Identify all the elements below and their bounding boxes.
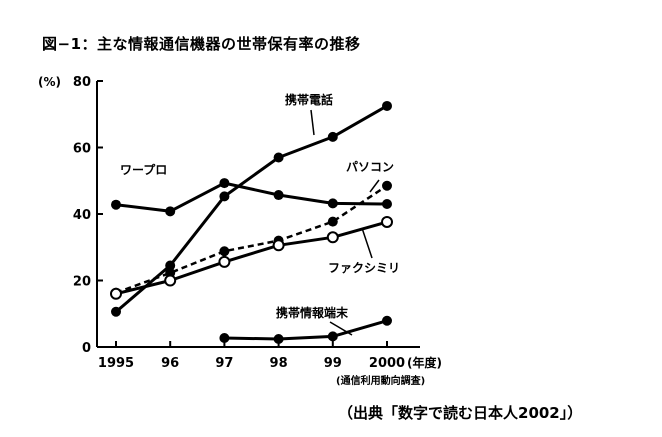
data-point <box>164 274 177 287</box>
data-point <box>218 255 231 268</box>
data-point <box>272 239 285 252</box>
y-tick-label: 80 <box>73 75 91 90</box>
y-tick-label: 20 <box>73 275 91 290</box>
series-label: 携帯情報端末 <box>276 305 349 320</box>
x-axis-unit: (年度) <box>407 355 442 370</box>
x-axis-note: (通信利用動向調査) <box>336 374 425 387</box>
chart-title: 図−1：主な情報通信機器の世帯保有率の推移 <box>42 35 361 53</box>
data-point <box>327 131 338 142</box>
data-point <box>381 215 393 228</box>
series-label: ファクシミリ <box>328 261 400 275</box>
data-point <box>382 315 392 326</box>
data-point <box>382 100 392 111</box>
label-leader-line <box>369 179 380 193</box>
axes: 0 20 40 60 80 (%) 1995 96 97 98 99 2000 (年度) (通信利用動向調… <box>38 75 442 387</box>
data-point <box>382 199 392 210</box>
series-line <box>115 220 388 296</box>
data-point <box>165 206 176 217</box>
data-point <box>165 260 176 271</box>
series-line <box>224 319 388 341</box>
series-label: ワープロ <box>120 162 167 177</box>
data-point <box>382 180 392 191</box>
x-tick-label: 1995 <box>98 356 134 371</box>
data-point <box>110 287 122 300</box>
series-line <box>115 184 388 294</box>
x-tick-label: 98 <box>270 356 288 371</box>
series-line <box>115 181 388 213</box>
data-point <box>327 331 338 342</box>
x-tick-label: 96 <box>161 356 179 371</box>
data-point <box>273 334 284 345</box>
y-axis-unit: (%) <box>38 75 61 89</box>
label-leader-line <box>361 227 373 259</box>
series-points <box>110 100 393 345</box>
data-point <box>327 198 338 209</box>
y-tick-label: 40 <box>73 208 91 223</box>
series-line <box>115 104 388 313</box>
data-point <box>327 216 338 227</box>
data-point <box>273 152 284 163</box>
y-tick-label: 0 <box>82 341 91 356</box>
data-point <box>273 190 284 201</box>
x-tick-label: 97 <box>215 356 233 371</box>
data-point <box>219 333 230 344</box>
data-point <box>219 191 230 202</box>
series-label: パソコン <box>346 160 394 174</box>
label-leader-line <box>329 321 353 336</box>
data-point <box>326 231 339 244</box>
series-lines <box>115 104 388 341</box>
label-leader-line <box>310 109 315 136</box>
x-tick-label: 2000 <box>369 356 405 371</box>
data-point <box>111 199 121 210</box>
series-label: 携帯電話 <box>285 92 333 107</box>
source-caption: （出典「数字で読む日本人2002」） <box>338 404 583 422</box>
data-point <box>219 178 230 189</box>
data-point <box>111 306 121 317</box>
data-point <box>219 246 230 257</box>
y-tick-label: 60 <box>73 142 91 157</box>
x-tick-label: 99 <box>324 356 342 371</box>
